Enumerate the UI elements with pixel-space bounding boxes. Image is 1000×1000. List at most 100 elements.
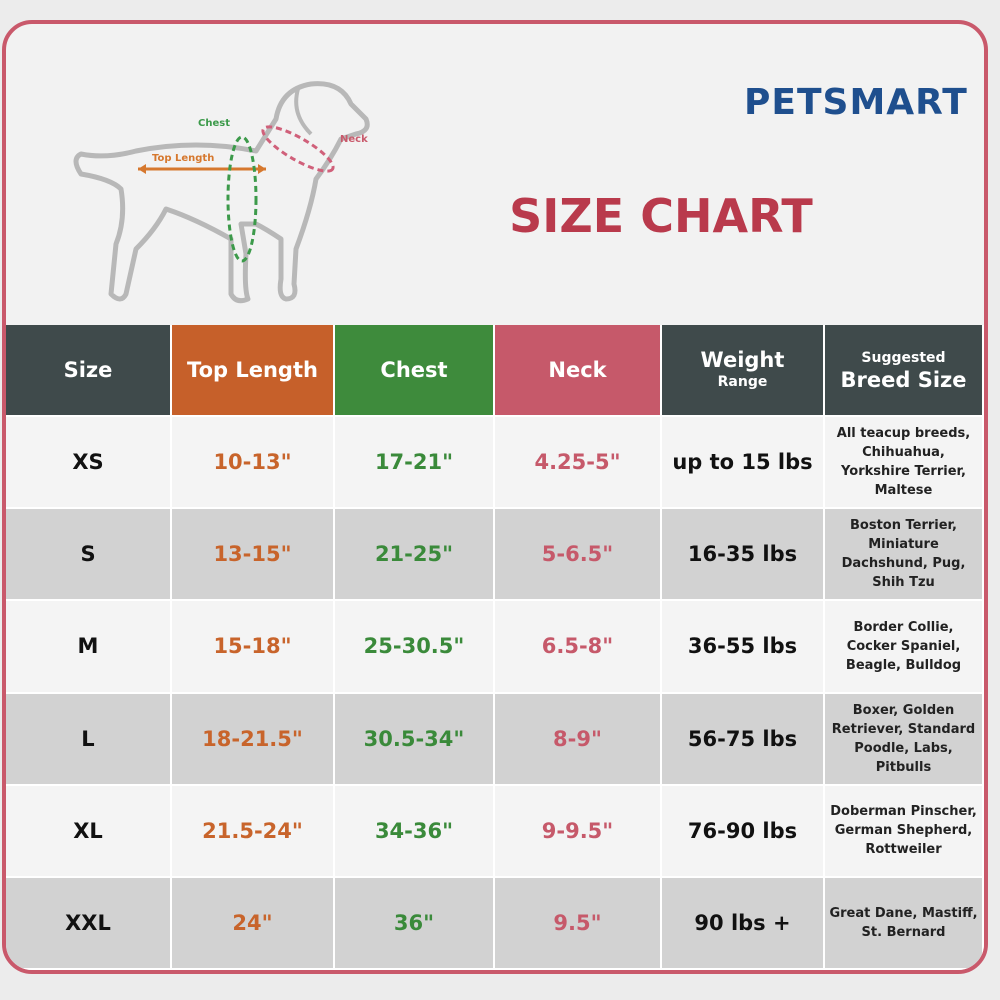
title: SIZE CHART [509, 189, 813, 243]
cell-text: 90 lbs + [694, 911, 791, 936]
header-cell: Top Length [172, 325, 335, 417]
breed-line: All teacup breeds, [836, 426, 971, 442]
breed-line: Border Collie, [853, 619, 954, 635]
cell-text: XL [73, 818, 103, 843]
table-cell: up to 15 lbs [662, 417, 825, 510]
cell-text: 18-21.5" [202, 726, 303, 751]
breed-line: Maltese [874, 483, 933, 499]
cell-text: 8-9" [553, 726, 602, 751]
breed-line: Cocker Spaniel, [846, 638, 961, 654]
cell-text: 25-30.5" [363, 634, 465, 659]
table-cell: Border Collie, Cocker Spaniel, Beagle, Bul… [825, 601, 984, 694]
header-sub: Suggested [861, 350, 946, 366]
header-text: Neck [548, 358, 607, 382]
header-cell: Chest [335, 325, 495, 417]
table-cell: 76-90 lbs [662, 785, 825, 878]
table-cell: Doberman Pinscher, German Shepherd, Rottwe… [825, 785, 984, 878]
header-sub: Range [717, 374, 768, 390]
table-cell: XS [6, 417, 172, 510]
header-main: Weight [700, 348, 785, 372]
top-length-label: Top Length [152, 153, 215, 164]
header-cell: Suggested Breed Size [825, 325, 984, 417]
cell-text: 30.5-34" [363, 726, 465, 751]
cell-text: S [80, 542, 96, 567]
breed-line: Yorkshire Terrier, [841, 464, 966, 480]
cell-text: 36-55 lbs [687, 634, 798, 659]
breed-line: Boston Terrier, [850, 518, 957, 534]
header-text: Size [63, 358, 113, 382]
chest-loop [226, 135, 258, 263]
cell-text: M [77, 634, 99, 659]
cell-text: L [81, 726, 95, 751]
breed-line: Dachshund, Pug, [841, 556, 966, 572]
table-cell: 5-6.5" [495, 509, 662, 602]
breed-line: Chihuahua, [862, 445, 945, 461]
breed-line: Rottweiler [865, 842, 942, 858]
cell-text: 10-13" [213, 450, 292, 475]
table-cell: 17-21" [335, 417, 495, 510]
breed-line: St. Bernard [861, 925, 946, 941]
table-cell: 24" [172, 878, 335, 970]
logo: PETSMART [744, 82, 968, 123]
cell-text: 21.5-24" [202, 818, 303, 843]
table-cell: 10-13" [172, 417, 335, 510]
table-cell: 36" [335, 878, 495, 970]
table-cell: All teacup breeds, Chihuahua, Yorkshire Te… [825, 417, 984, 510]
breed-line: German Shepherd, [834, 823, 973, 839]
dog-outline [73, 81, 370, 304]
header-text: Chest [380, 358, 448, 382]
frame: Chest Top Length Neck PETSMART SIZE CHAR… [2, 20, 988, 974]
breed-line: Pitbulls [875, 759, 932, 775]
table-cell: Boston Terrier, Miniature Dachshund, Pug, S… [825, 509, 984, 602]
cell-text: 15-18" [213, 634, 292, 659]
table-cell: M [6, 601, 172, 694]
breed-line: Poodle, Labs, [854, 740, 953, 756]
cell-text: XS [72, 450, 104, 475]
table-cell: L [6, 693, 172, 786]
table-cell: 15-18" [172, 601, 335, 694]
table-cell: 18-21.5" [172, 693, 335, 786]
header-cell: Size [6, 325, 172, 417]
breed-line: Miniature [868, 537, 939, 553]
table-cell: 30.5-34" [335, 693, 495, 786]
table-cell: Boxer, Golden Retriever, Standard Poodle, … [825, 693, 984, 786]
header-cell: Weight Range [662, 325, 825, 417]
table-cell: Great Dane, Mastiff, St. Bernard [825, 878, 984, 970]
cell-text: 9.5" [553, 911, 602, 936]
table-cell: XXL [6, 878, 172, 970]
cell-text: 13-15" [213, 542, 292, 567]
header-cell: Neck [495, 325, 662, 417]
table-cell: 36-55 lbs [662, 601, 825, 694]
table-cell: 8-9" [495, 693, 662, 786]
table-cell: 34-36" [335, 785, 495, 878]
neck-loop [261, 125, 335, 173]
header-main: Breed Size [840, 368, 967, 392]
cell-text: XXL [65, 911, 111, 936]
table-cell: 4.25-5" [495, 417, 662, 510]
breed-line: Beagle, Bulldog [845, 657, 962, 673]
cell-text: 4.25-5" [534, 450, 621, 475]
breed-line: Great Dane, Mastiff, [829, 906, 978, 922]
table-cell: 9.5" [495, 878, 662, 970]
chest-label: Chest [198, 118, 230, 129]
cell-text: 9-9.5" [541, 818, 614, 843]
table-cell: 21-25" [335, 509, 495, 602]
breed-line: Doberman Pinscher, [830, 804, 977, 820]
breed-line: Shih Tzu [872, 575, 935, 591]
neck-label: Neck [340, 134, 368, 145]
cell-text: 5-6.5" [541, 542, 614, 567]
cell-text: 16-35 lbs [687, 542, 798, 567]
table-cell: 25-30.5" [335, 601, 495, 694]
breed-line: Boxer, Golden [852, 702, 955, 718]
cell-text: 76-90 lbs [687, 818, 798, 843]
cell-text: 6.5-8" [541, 634, 614, 659]
cell-text: 34-36" [374, 818, 454, 843]
dog-ear [294, 88, 313, 136]
table-cell: 6.5-8" [495, 601, 662, 694]
table-cell: 21.5-24" [172, 785, 335, 878]
cell-text: 17-21" [374, 450, 454, 475]
table-cell: 16-35 lbs [662, 509, 825, 602]
table-cell: 90 lbs + [662, 878, 825, 970]
cell-text: up to 15 lbs [672, 450, 813, 475]
